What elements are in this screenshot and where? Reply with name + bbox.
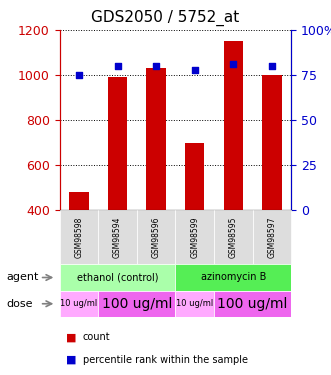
Text: 100 ug/ml: 100 ug/ml: [217, 297, 288, 311]
Text: GSM98597: GSM98597: [267, 216, 276, 258]
Text: 100 ug/ml: 100 ug/ml: [102, 297, 172, 311]
FancyBboxPatch shape: [175, 264, 291, 291]
Text: GSM98596: GSM98596: [152, 216, 161, 258]
Text: ■: ■: [66, 355, 77, 365]
Point: [115, 63, 120, 69]
Point: [231, 61, 236, 67]
Bar: [108, 77, 127, 210]
Point: [154, 63, 159, 69]
Text: GDS2050 / 5752_at: GDS2050 / 5752_at: [91, 9, 240, 26]
Text: GSM98594: GSM98594: [113, 216, 122, 258]
Text: GSM98599: GSM98599: [190, 216, 199, 258]
Text: agent: agent: [7, 273, 39, 282]
Text: GSM98595: GSM98595: [229, 216, 238, 258]
Text: 10 ug/ml: 10 ug/ml: [176, 299, 213, 308]
FancyBboxPatch shape: [214, 210, 253, 264]
Bar: [224, 41, 243, 210]
FancyBboxPatch shape: [175, 291, 214, 317]
Text: count: count: [83, 333, 110, 342]
Text: 10 ug/ml: 10 ug/ml: [60, 299, 98, 308]
Point: [76, 72, 81, 78]
FancyBboxPatch shape: [214, 291, 291, 317]
Bar: [185, 142, 204, 210]
FancyBboxPatch shape: [137, 210, 175, 264]
Text: percentile rank within the sample: percentile rank within the sample: [83, 355, 248, 365]
FancyBboxPatch shape: [60, 291, 98, 317]
FancyBboxPatch shape: [175, 210, 214, 264]
Bar: [262, 75, 282, 210]
FancyBboxPatch shape: [253, 210, 291, 264]
Bar: [69, 192, 88, 210]
Bar: [146, 68, 166, 210]
FancyBboxPatch shape: [60, 210, 98, 264]
FancyBboxPatch shape: [98, 210, 137, 264]
FancyBboxPatch shape: [60, 264, 175, 291]
Text: ■: ■: [66, 333, 77, 342]
Text: GSM98598: GSM98598: [74, 216, 83, 258]
FancyBboxPatch shape: [98, 291, 175, 317]
Text: dose: dose: [7, 299, 33, 309]
Text: ethanol (control): ethanol (control): [77, 273, 158, 282]
Point: [192, 67, 197, 73]
Text: azinomycin B: azinomycin B: [201, 273, 266, 282]
Point: [269, 63, 275, 69]
